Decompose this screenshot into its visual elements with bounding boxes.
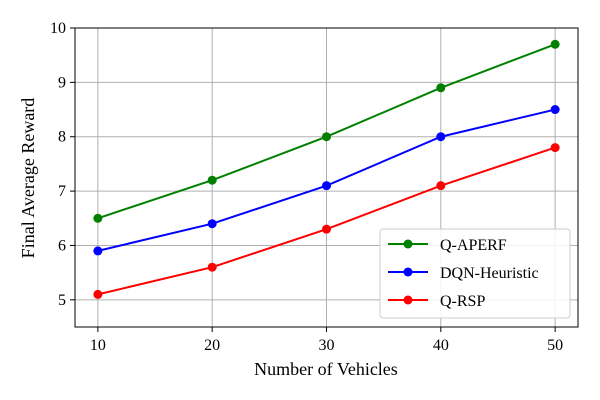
data-point bbox=[93, 246, 103, 256]
data-point bbox=[93, 213, 103, 223]
legend-item: DQN-Heuristic bbox=[388, 265, 539, 282]
legend-marker bbox=[403, 267, 413, 277]
x-axis: 10 20 30 40 50 bbox=[90, 327, 563, 354]
legend: Q-APERF DQN-Heuristic Q-RSP bbox=[379, 228, 571, 319]
x-axis-label: Number of Vehicles bbox=[254, 359, 398, 379]
legend-item: Q-RSP bbox=[388, 293, 485, 310]
legend-label: Q-APERF bbox=[440, 237, 507, 254]
data-point bbox=[550, 39, 560, 49]
data-point bbox=[322, 181, 331, 191]
x-tick-label: 30 bbox=[319, 337, 335, 354]
y-axis: 5 6 7 8 9 10 bbox=[50, 20, 75, 309]
x-tick-label: 50 bbox=[547, 337, 563, 354]
data-point bbox=[322, 224, 331, 234]
data-point bbox=[93, 289, 103, 299]
data-point bbox=[207, 219, 217, 229]
data-point bbox=[322, 132, 331, 142]
legend-label: Q-RSP bbox=[440, 293, 485, 310]
legend-marker bbox=[403, 295, 413, 305]
data-point bbox=[436, 132, 446, 142]
y-tick-label: 6 bbox=[58, 237, 66, 254]
y-tick-label: 7 bbox=[58, 183, 66, 200]
x-tick-label: 40 bbox=[433, 337, 449, 354]
legend-marker bbox=[403, 239, 413, 249]
legend-label: DQN-Heuristic bbox=[440, 265, 539, 282]
data-point bbox=[207, 175, 217, 185]
y-tick-label: 10 bbox=[50, 20, 66, 37]
series-dqn-heuristic bbox=[93, 105, 560, 256]
data-point bbox=[436, 83, 446, 93]
y-tick-label: 9 bbox=[58, 74, 66, 91]
y-tick-label: 8 bbox=[58, 129, 66, 146]
series-layer bbox=[93, 39, 560, 299]
data-point bbox=[550, 105, 560, 115]
series-q-rsp bbox=[93, 143, 560, 299]
data-point bbox=[436, 181, 446, 191]
data-point bbox=[550, 143, 560, 153]
data-point bbox=[207, 262, 217, 272]
legend-box bbox=[379, 228, 571, 319]
x-tick-label: 10 bbox=[90, 337, 106, 354]
series-q-aperf bbox=[93, 39, 560, 223]
legend-item: Q-APERF bbox=[388, 237, 507, 254]
y-axis-label: Final Average Reward bbox=[18, 98, 38, 259]
x-tick-label: 20 bbox=[204, 337, 220, 354]
y-tick-label: 5 bbox=[58, 292, 66, 309]
